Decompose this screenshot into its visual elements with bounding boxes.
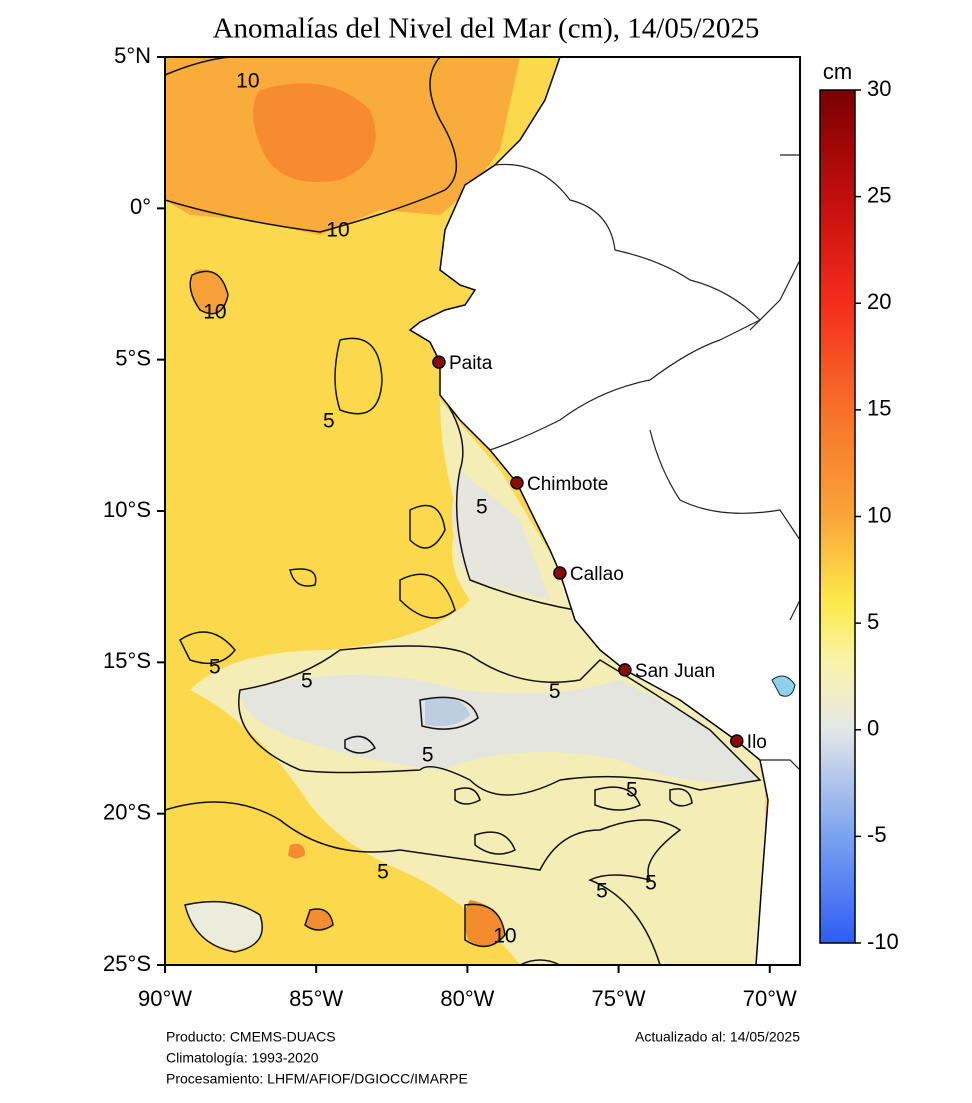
colorbar-tick-label: 25 bbox=[867, 182, 891, 207]
contour-label: 5 bbox=[301, 670, 313, 693]
colorbar-tick-label: -10 bbox=[867, 929, 899, 954]
city-label: Chimbote bbox=[527, 474, 608, 495]
contour-label: 10 bbox=[236, 70, 259, 93]
lake bbox=[771, 675, 796, 697]
colorbar-tick-label: 30 bbox=[867, 76, 891, 101]
city-marker bbox=[432, 355, 446, 369]
lat-tick-label: 5°S bbox=[115, 345, 151, 370]
sea-level-field bbox=[165, 57, 800, 965]
contour-label: 5 bbox=[626, 779, 638, 802]
colorbar-tick-label: -5 bbox=[867, 822, 887, 847]
contour-label: 5 bbox=[645, 871, 657, 894]
lon-tick-label: 90°W bbox=[138, 986, 192, 1011]
lat-tick-label: 20°S bbox=[103, 799, 151, 824]
contour-label: 5 bbox=[422, 743, 434, 766]
city-marker bbox=[510, 476, 524, 490]
lat-tick-label: 5°N bbox=[114, 43, 151, 68]
contour-label: 5 bbox=[323, 410, 335, 433]
lon-tick-label: 80°W bbox=[440, 986, 494, 1011]
colorbar-unit: cm bbox=[823, 59, 852, 84]
contour-label: 10 bbox=[203, 301, 226, 324]
lon-tick-label: 75°W bbox=[592, 986, 646, 1011]
contour-label: 5 bbox=[549, 680, 561, 703]
colorbar bbox=[819, 89, 856, 944]
contour-label: 5 bbox=[596, 879, 608, 902]
city-label: Ilo bbox=[747, 732, 767, 753]
city-label: Callao bbox=[570, 564, 624, 585]
lat-tick-label: 15°S bbox=[103, 648, 151, 673]
lat-tick-label: 0° bbox=[130, 194, 151, 219]
footer-processing: Procesamiento: LHFM/AFIOF/DGIOCC/IMARPE bbox=[166, 1071, 468, 1087]
lon-tick-label: 70°W bbox=[743, 986, 797, 1011]
lat-tick-label: 25°S bbox=[103, 951, 151, 976]
city-marker bbox=[618, 663, 632, 677]
footer-product: Producto: CMEMS-DUACS bbox=[166, 1029, 336, 1045]
colorbar-tick-label: 10 bbox=[867, 502, 891, 527]
lat-tick-label: 10°S bbox=[103, 497, 151, 522]
colorbar-tick-label: 20 bbox=[867, 289, 891, 314]
lon-tick-label: 85°W bbox=[289, 986, 343, 1011]
city-marker bbox=[730, 734, 744, 748]
colorbar-tick-label: 0 bbox=[867, 716, 879, 741]
colorbar-tick-label: 15 bbox=[867, 396, 891, 421]
map-title: Anomalías del Nivel del Mar (cm), 14/05/… bbox=[213, 13, 760, 45]
colorbar-tick-label: 5 bbox=[867, 609, 879, 634]
footer-climatology: Climatología: 1993-2020 bbox=[166, 1050, 319, 1066]
contour-label: 5 bbox=[209, 655, 221, 678]
contour-label: 10 bbox=[493, 924, 516, 947]
city-marker bbox=[553, 566, 567, 580]
city-label: Paita bbox=[449, 353, 493, 374]
city-label: San Juan bbox=[635, 661, 715, 682]
contour-label: 5 bbox=[377, 861, 389, 884]
footer-updated: Actualizado al: 14/05/2025 bbox=[635, 1029, 800, 1045]
contour-label: 5 bbox=[476, 496, 488, 519]
contour-label: 10 bbox=[326, 219, 349, 242]
